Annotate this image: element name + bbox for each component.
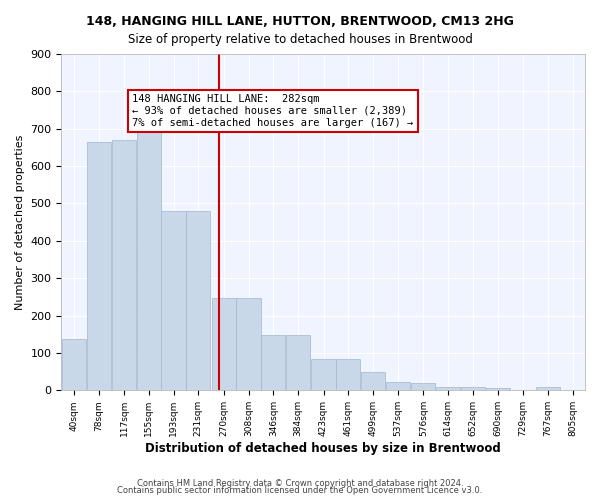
Bar — [62, 339, 86, 390]
Bar — [86, 142, 110, 390]
X-axis label: Distribution of detached houses by size in Brentwood: Distribution of detached houses by size … — [145, 442, 501, 455]
Text: Contains public sector information licensed under the Open Government Licence v3: Contains public sector information licen… — [118, 486, 482, 495]
Bar — [112, 140, 136, 390]
Bar — [311, 358, 335, 390]
Bar — [286, 335, 310, 390]
Y-axis label: Number of detached properties: Number of detached properties — [15, 134, 25, 310]
Bar — [361, 372, 385, 390]
Text: 148 HANGING HILL LANE:  282sqm
← 93% of detached houses are smaller (2,389)
7% o: 148 HANGING HILL LANE: 282sqm ← 93% of d… — [132, 94, 413, 128]
Bar — [536, 386, 560, 390]
Text: Contains HM Land Registry data © Crown copyright and database right 2024.: Contains HM Land Registry data © Crown c… — [137, 478, 463, 488]
Bar — [436, 386, 460, 390]
Bar — [137, 130, 161, 390]
Bar — [411, 383, 436, 390]
Bar — [212, 298, 236, 390]
Bar — [386, 382, 410, 390]
Text: Size of property relative to detached houses in Brentwood: Size of property relative to detached ho… — [128, 32, 472, 46]
Bar — [236, 298, 260, 390]
Bar — [261, 335, 286, 390]
Bar — [186, 211, 211, 390]
Bar — [485, 388, 509, 390]
Bar — [461, 388, 485, 390]
Text: 148, HANGING HILL LANE, HUTTON, BRENTWOOD, CM13 2HG: 148, HANGING HILL LANE, HUTTON, BRENTWOO… — [86, 15, 514, 28]
Bar — [161, 211, 185, 390]
Bar — [336, 358, 361, 390]
